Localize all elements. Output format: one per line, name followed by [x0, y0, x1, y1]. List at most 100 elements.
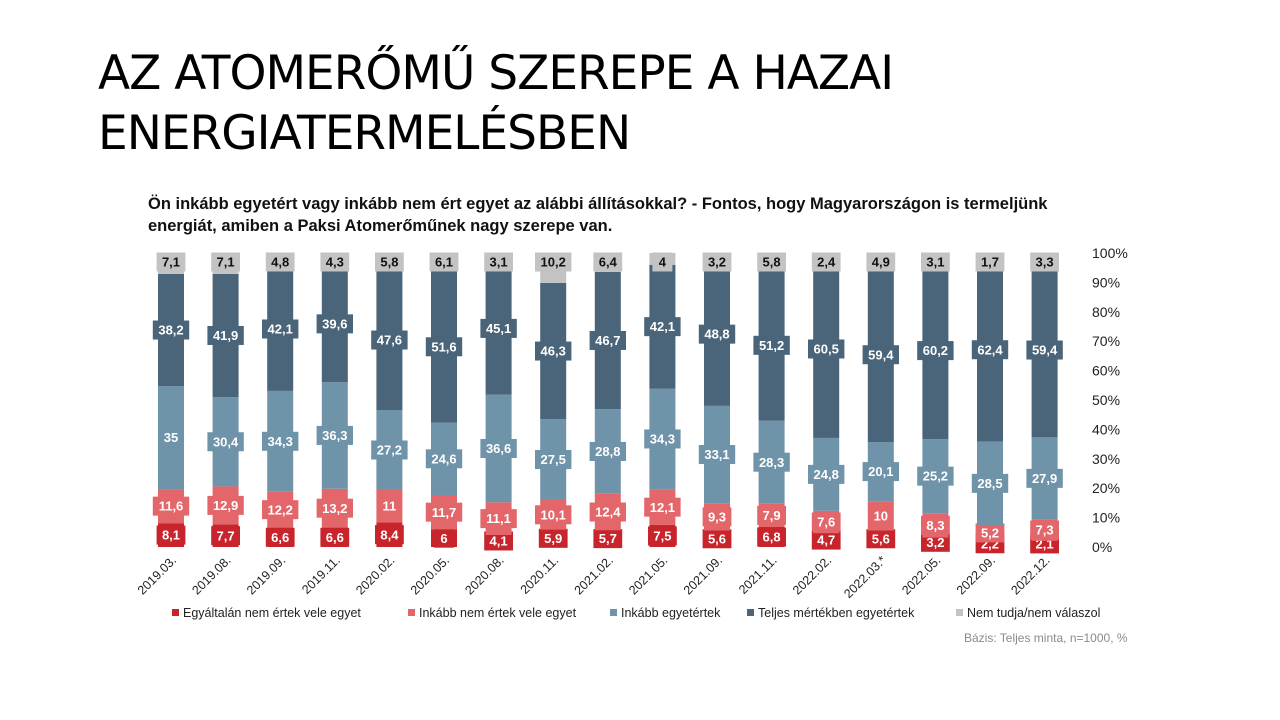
- x-tick-label: 2020.08.: [462, 553, 506, 597]
- data-label-box: [593, 252, 623, 272]
- data-label: 4,1: [490, 534, 508, 549]
- slide-title: AZ ATOMERŐMŰ SZEREPE A HAZAI ENERGIATERM…: [98, 44, 1098, 164]
- data-label-box: [316, 498, 353, 518]
- data-label: 5,7: [599, 531, 617, 546]
- data-label: 48,8: [704, 327, 729, 342]
- data-label: 6,4: [599, 255, 618, 270]
- legend-label: Inkább nem értek vele egyet: [419, 606, 577, 620]
- data-label-box: [535, 505, 572, 525]
- data-label: 45,1: [486, 321, 511, 336]
- data-label-box: [757, 252, 786, 272]
- data-label: 20,1: [868, 464, 893, 479]
- data-label: 7,3: [1036, 523, 1054, 538]
- x-tick-label: 2021.11.: [736, 553, 780, 597]
- data-label-box: [1026, 468, 1063, 488]
- data-label-box: [371, 440, 408, 460]
- x-tick-label: 2019.08.: [189, 553, 233, 597]
- data-label: 7,9: [763, 508, 781, 523]
- data-label: 7,1: [217, 255, 235, 270]
- data-label: 36,3: [322, 428, 347, 443]
- data-label: 7,7: [217, 528, 235, 543]
- data-label-box: [425, 449, 463, 469]
- legend-swatch: [408, 609, 415, 617]
- data-label-box: [808, 464, 845, 484]
- x-tick-label: 2019.09.: [244, 553, 288, 597]
- legend-item: Inkább egyetértek: [610, 606, 720, 620]
- data-label-box: [702, 529, 732, 549]
- data-label-box: [870, 506, 892, 526]
- data-label: 12,1: [650, 500, 675, 515]
- data-label-box: [211, 526, 240, 546]
- data-label: 47,6: [377, 333, 402, 348]
- legend-label: Nem tudja/nem válaszol: [967, 606, 1101, 620]
- data-label-box: [1026, 340, 1063, 360]
- data-label-box: [917, 341, 954, 361]
- data-label: 12,4: [595, 505, 621, 520]
- slide-title-line-1: AZ ATOMERŐMŰ SZEREPE A HAZAI: [98, 46, 894, 101]
- legend-swatch: [610, 609, 617, 617]
- data-label: 46,7: [595, 333, 620, 348]
- data-label: 5,8: [763, 255, 781, 270]
- data-label: 12,2: [268, 502, 293, 517]
- data-label: 7,6: [817, 515, 835, 530]
- data-label-box: [971, 473, 1009, 493]
- x-tick-label: 2020.02.: [353, 553, 397, 597]
- data-label-box: [1030, 252, 1059, 272]
- data-label: 28,3: [759, 455, 784, 470]
- data-label-box: [648, 526, 677, 546]
- data-label: 6,8: [763, 530, 781, 545]
- legend-label: Teljes mértékben egyetértek: [758, 606, 915, 620]
- x-tick-label: 2021.05.: [626, 553, 670, 597]
- data-label-box: [644, 429, 681, 449]
- data-label: 3,2: [708, 255, 726, 270]
- y-tick-label: 80%: [1092, 304, 1120, 320]
- data-label-box: [316, 425, 353, 445]
- data-label-box: [866, 529, 896, 549]
- data-label: 6: [440, 531, 447, 546]
- data-label-box: [971, 340, 1009, 360]
- x-tick-label: 2021.09.: [681, 553, 725, 597]
- data-label: 3,2: [926, 535, 944, 550]
- x-tick-label: 2020.05.: [408, 553, 452, 597]
- data-label: 8,1: [162, 528, 180, 543]
- legend-label: Inkább egyetértek: [621, 606, 721, 620]
- x-tick-label: 2022.12.: [1008, 553, 1052, 597]
- data-label: 35: [164, 430, 178, 445]
- data-label: 11,7: [432, 505, 457, 520]
- x-tick-label: 2022.03.*: [841, 553, 889, 601]
- data-label: 7,1: [162, 255, 180, 270]
- data-label-box: [265, 527, 295, 547]
- data-label: 27,9: [1032, 471, 1057, 486]
- chart-question-line-1: Ön inkább egyetért vagy inkább nem ért e…: [148, 195, 1048, 213]
- data-label: 2,4: [817, 255, 836, 270]
- data-label-box: [425, 502, 463, 522]
- y-tick-label: 0%: [1092, 539, 1112, 555]
- data-label-box: [698, 445, 736, 465]
- data-label-box: [480, 509, 517, 529]
- data-label: 34,3: [268, 434, 293, 449]
- data-label-box: [371, 330, 408, 350]
- data-label: 11,1: [486, 511, 511, 526]
- data-label-box: [152, 320, 190, 340]
- data-label-box: [434, 528, 454, 548]
- data-label: 3,1: [926, 255, 944, 270]
- data-label-box: [702, 252, 732, 272]
- data-label-box: [375, 252, 404, 272]
- data-label: 51,6: [431, 339, 456, 354]
- data-label-box: [262, 431, 299, 451]
- data-label-box: [480, 439, 517, 459]
- x-tick-label: 2022.05.: [899, 553, 943, 597]
- data-label: 24,8: [814, 467, 839, 482]
- data-label: 13,2: [322, 501, 347, 516]
- data-label: 46,3: [541, 344, 566, 359]
- data-label-box: [156, 252, 186, 272]
- data-label: 24,6: [431, 451, 456, 466]
- legend-item: Teljes mértékben egyetértek: [747, 606, 914, 620]
- data-label-box: [1030, 520, 1059, 540]
- y-tick-label: 20%: [1092, 480, 1120, 496]
- chart-question: Ön inkább egyetért vagy inkább nem ért e…: [148, 193, 1138, 237]
- data-label-box: [207, 495, 244, 515]
- y-tick-label: 100%: [1092, 245, 1128, 261]
- data-label-box: [484, 531, 513, 551]
- x-tick-label: 2021.02.: [572, 553, 616, 597]
